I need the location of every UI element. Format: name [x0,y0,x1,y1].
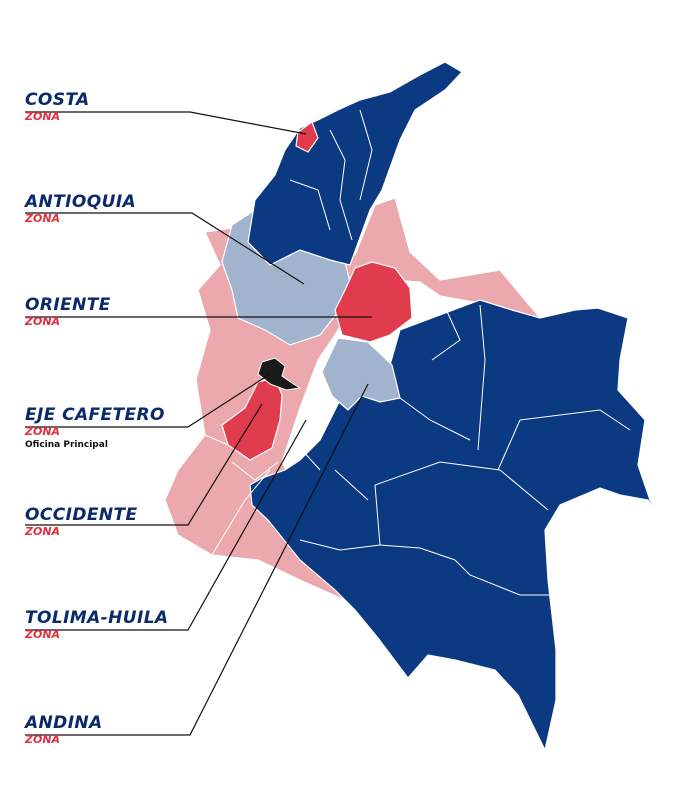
zone-name: OCCIDENTE [25,505,138,525]
leader-line-eje-cafetero [25,373,271,428]
border-line [431,295,461,361]
leader-line-costa [25,111,307,135]
zone-sub: ZONA [25,525,61,538]
border-line [329,129,353,241]
zone-name: ORIENTE [25,295,111,315]
border-line [519,409,631,431]
border-line [399,397,471,441]
leader-line-occidente [25,403,263,526]
zone-name: TOLIMA-HUILA [25,608,169,628]
zone-label-antioquia[interactable]: ANTIOQUIA ZONA [25,192,136,225]
leader-line-antioquia [25,212,305,285]
border-line [454,559,560,596]
zone-sub: ZONA [25,212,61,225]
border-line [299,407,321,471]
leader-line-tolima-huila [25,419,307,631]
zone-note-oficina-principal: Oficina Principal [25,440,108,450]
map-andina-region[interactable] [321,337,401,411]
border-line [499,469,549,511]
department-borders [204,109,631,596]
border-line [211,469,271,556]
border-line [231,461,279,481]
border-line [374,461,501,486]
border-line [359,109,373,201]
zone-name: EJE CAFETERO [25,405,165,425]
zone-label-oriente[interactable]: ORIENTE ZONA [25,295,111,328]
leader-lines [25,111,372,736]
zone-name: COSTA [25,90,90,110]
zone-label-costa[interactable]: COSTA ZONA [25,90,90,123]
zone-label-andina[interactable]: ANDINA ZONA [25,713,103,746]
zone-label-tolima-huila[interactable]: TOLIMA-HUILA ZONA [25,608,168,641]
zone-sub: ZONA [25,110,61,123]
zone-label-occidente[interactable]: OCCIDENTE ZONA [25,505,138,538]
zone-sub: ZONA [25,315,61,328]
zone-name: ANDINA [25,713,103,733]
border-line [374,484,456,561]
border-line [497,419,521,471]
border-line [334,469,369,501]
border-line [477,304,486,451]
map-oriente-region[interactable] [334,261,413,343]
border-line [299,539,381,551]
map-costa-marker[interactable] [295,121,319,153]
border-line [204,434,229,446]
map-oficina-principal-marker[interactable] [257,357,302,391]
zone-label-eje-cafetero[interactable]: EJE CAFETERO ZONA Oficina Principal [25,405,165,451]
zone-sub: ZONA [25,733,61,746]
border-line [289,179,331,231]
map-dark-blue-north[interactable] [247,61,463,266]
zone-name: ANTIOQUIA [25,192,137,212]
zone-sub: ZONA [25,628,61,641]
zone-sub: ZONA [25,425,61,438]
leader-line-andina [25,383,369,736]
